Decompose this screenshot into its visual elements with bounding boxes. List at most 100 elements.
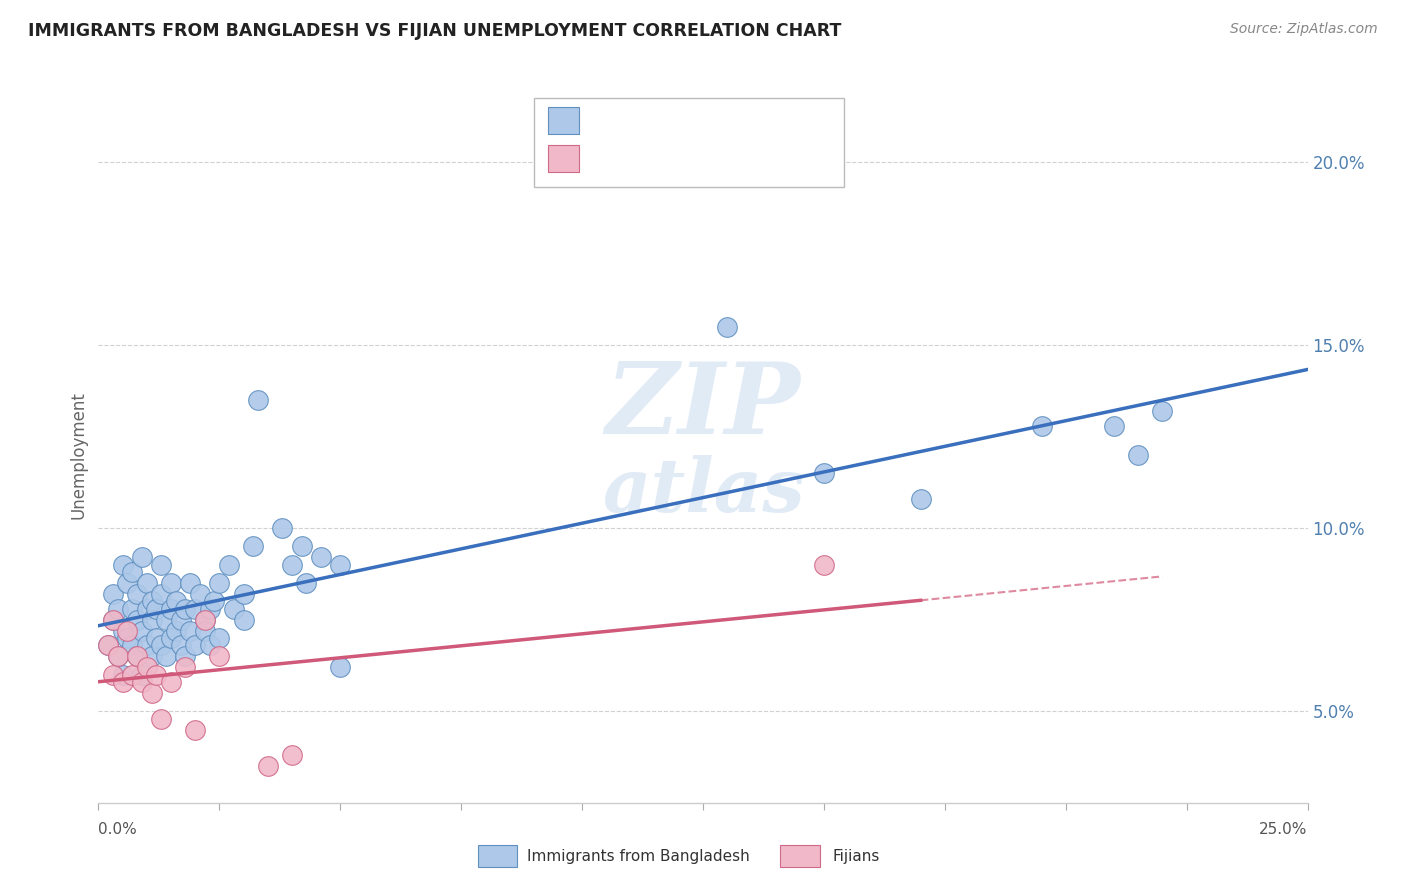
Point	[117, 631, 139, 645]
Point	[281, 748, 304, 763]
Point	[150, 558, 173, 572]
Point	[135, 601, 157, 615]
Point	[208, 631, 231, 645]
Point	[131, 550, 153, 565]
Point	[194, 624, 217, 638]
Point	[121, 565, 143, 579]
Text: Fijians: Fijians	[832, 849, 880, 863]
Point	[184, 601, 207, 615]
Point	[204, 594, 226, 608]
Point	[1128, 448, 1150, 462]
Point	[1031, 418, 1053, 433]
Point	[107, 649, 129, 664]
Point	[107, 601, 129, 615]
Point	[131, 624, 153, 638]
Point	[145, 631, 167, 645]
Point	[101, 667, 124, 681]
Point	[97, 638, 120, 652]
Point	[141, 594, 163, 608]
Point	[141, 649, 163, 664]
Point	[281, 558, 304, 572]
Point	[111, 675, 134, 690]
Text: ZIP: ZIP	[606, 359, 800, 455]
Point	[97, 638, 120, 652]
Text: R = 0.381: R = 0.381	[591, 152, 673, 166]
Point	[222, 601, 245, 615]
Point	[165, 594, 187, 608]
Point	[1102, 418, 1125, 433]
Point	[127, 613, 149, 627]
Point	[169, 638, 191, 652]
Point	[194, 613, 217, 627]
Text: N = 73: N = 73	[724, 113, 782, 128]
Point	[1152, 404, 1174, 418]
Point	[160, 675, 183, 690]
Point	[131, 675, 153, 690]
Point	[150, 638, 173, 652]
Point	[218, 558, 240, 572]
Text: R = 0.429: R = 0.429	[591, 113, 673, 128]
Point	[160, 601, 183, 615]
Point	[813, 558, 835, 572]
Point	[127, 649, 149, 664]
Point	[155, 649, 177, 664]
Point	[121, 667, 143, 681]
Point	[309, 550, 332, 565]
Text: Source: ZipAtlas.com: Source: ZipAtlas.com	[1230, 22, 1378, 37]
Point	[135, 638, 157, 652]
Point	[111, 624, 134, 638]
Point	[155, 613, 177, 627]
Point	[295, 576, 318, 591]
Y-axis label: Unemployment: Unemployment	[69, 391, 87, 519]
Point	[145, 601, 167, 615]
Point	[169, 613, 191, 627]
Point	[165, 624, 187, 638]
Text: Immigrants from Bangladesh: Immigrants from Bangladesh	[527, 849, 749, 863]
Point	[188, 587, 211, 601]
Point	[174, 649, 197, 664]
Point	[111, 667, 134, 681]
Point	[101, 613, 124, 627]
Point	[101, 587, 124, 601]
Text: IMMIGRANTS FROM BANGLADESH VS FIJIAN UNEMPLOYMENT CORRELATION CHART: IMMIGRANTS FROM BANGLADESH VS FIJIAN UNE…	[28, 22, 842, 40]
Point	[174, 660, 197, 674]
Point	[150, 712, 173, 726]
Point	[194, 613, 217, 627]
Text: atlas: atlas	[602, 455, 804, 527]
Point	[184, 723, 207, 737]
Point	[135, 576, 157, 591]
Point	[208, 649, 231, 664]
Point	[141, 686, 163, 700]
Point	[232, 587, 254, 601]
Point	[232, 613, 254, 627]
Point	[179, 576, 201, 591]
Point	[127, 587, 149, 601]
Point	[242, 540, 264, 554]
Point	[101, 613, 124, 627]
Point	[141, 613, 163, 627]
Text: 0.0%: 0.0%	[98, 822, 138, 837]
Point	[160, 576, 183, 591]
Point	[179, 624, 201, 638]
Point	[107, 649, 129, 664]
Text: N = 21: N = 21	[724, 152, 782, 166]
Point	[160, 631, 183, 645]
Point	[131, 667, 153, 681]
Point	[117, 624, 139, 638]
Point	[271, 521, 294, 535]
Point	[290, 540, 312, 554]
Point	[135, 660, 157, 674]
Point	[150, 587, 173, 601]
Text: 25.0%: 25.0%	[1260, 822, 1308, 837]
Point	[208, 576, 231, 591]
Point	[117, 576, 139, 591]
Point	[716, 319, 738, 334]
Point	[813, 467, 835, 481]
Point	[111, 558, 134, 572]
Point	[247, 392, 270, 407]
Point	[121, 638, 143, 652]
Point	[256, 759, 278, 773]
Point	[329, 660, 352, 674]
Point	[184, 638, 207, 652]
Point	[198, 601, 221, 615]
